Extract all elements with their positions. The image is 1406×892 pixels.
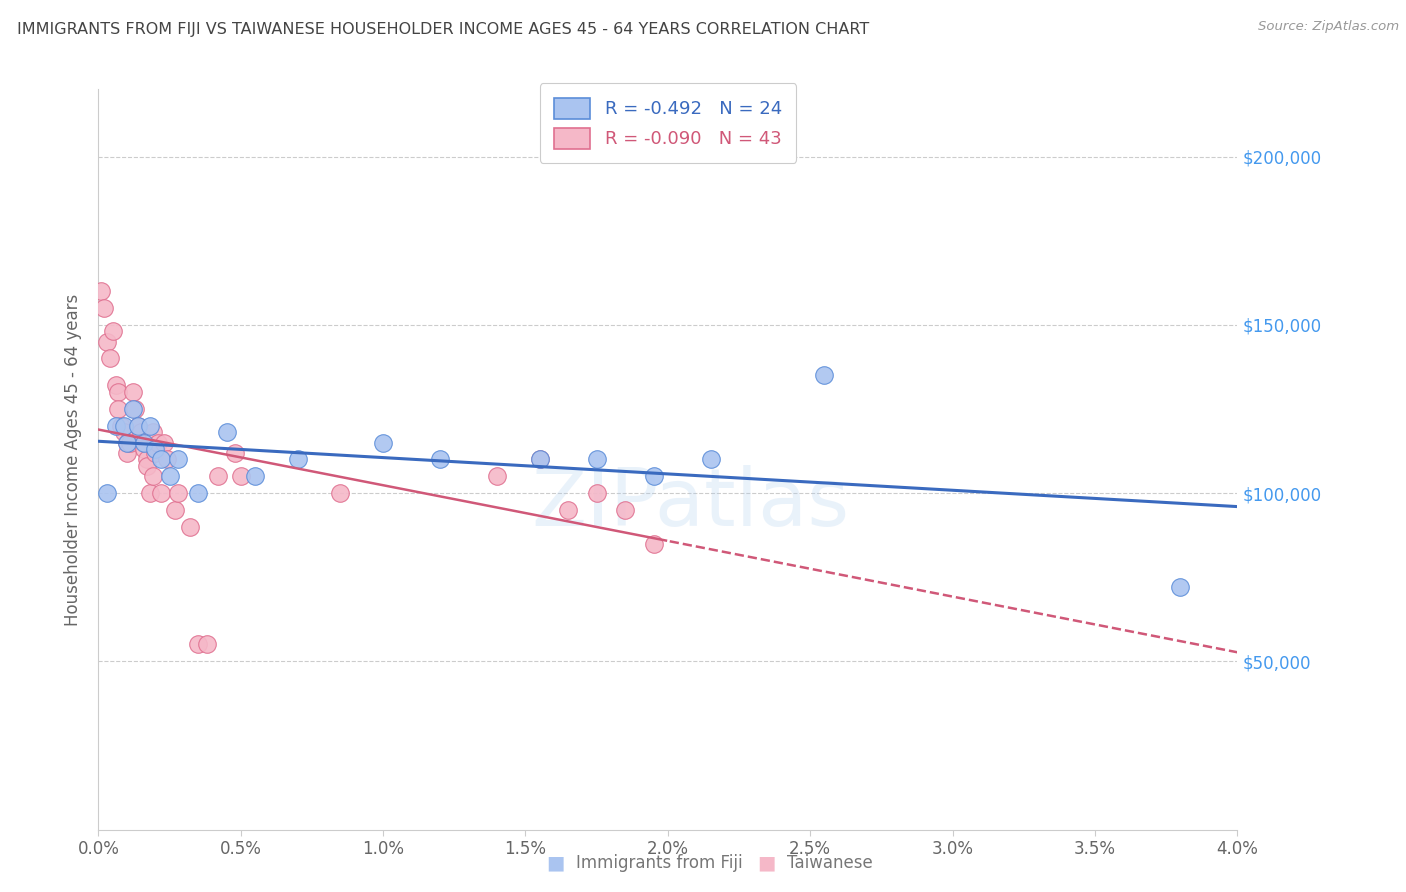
- Point: [215, 425, 238, 440]
- Text: Immigrants from Fiji: Immigrants from Fiji: [576, 855, 744, 872]
- Point: [104, 418, 127, 433]
- Point: [129, 425, 152, 440]
- Point: [150, 486, 173, 500]
- Point: [118, 435, 141, 450]
- Point: [132, 442, 155, 457]
- Point: [287, 452, 309, 467]
- Point: [127, 418, 149, 433]
- Point: [243, 469, 266, 483]
- Point: [141, 469, 163, 483]
- Point: [145, 445, 167, 459]
- Point: [98, 351, 121, 366]
- Point: [179, 519, 201, 533]
- Legend: R = -0.492   N = 24, R = -0.090   N = 43: R = -0.492 N = 24, R = -0.090 N = 43: [540, 84, 796, 163]
- Text: Source: ZipAtlas.com: Source: ZipAtlas.com: [1258, 20, 1399, 33]
- Text: ZIPatlas: ZIPatlas: [531, 465, 849, 543]
- Text: ■: ■: [756, 854, 776, 872]
- Point: [167, 486, 190, 500]
- Point: [329, 486, 352, 500]
- Point: [138, 486, 160, 500]
- Point: [150, 452, 173, 467]
- Point: [148, 435, 170, 450]
- Point: [159, 469, 181, 483]
- Point: [167, 452, 190, 467]
- Point: [145, 442, 167, 457]
- Point: [585, 452, 607, 467]
- Point: [643, 469, 665, 483]
- Point: [557, 503, 579, 517]
- Point: [429, 452, 451, 467]
- Point: [156, 452, 179, 467]
- Point: [187, 486, 209, 500]
- Point: [96, 486, 118, 500]
- Point: [187, 637, 209, 651]
- Point: [115, 445, 138, 459]
- Y-axis label: Householder Income Ages 45 - 64 years: Householder Income Ages 45 - 64 years: [65, 293, 83, 625]
- Point: [207, 469, 229, 483]
- Point: [643, 536, 665, 550]
- Text: Taiwanese: Taiwanese: [787, 855, 873, 872]
- Point: [132, 435, 155, 450]
- Point: [107, 385, 129, 400]
- Point: [529, 452, 551, 467]
- Point: [138, 418, 160, 433]
- Point: [110, 418, 132, 433]
- Point: [121, 385, 143, 400]
- Point: [141, 425, 163, 440]
- Point: [1170, 580, 1192, 594]
- Point: [699, 452, 721, 467]
- Text: ■: ■: [546, 854, 565, 872]
- Point: [165, 503, 187, 517]
- Text: IMMIGRANTS FROM FIJI VS TAIWANESE HOUSEHOLDER INCOME AGES 45 - 64 YEARS CORRELAT: IMMIGRANTS FROM FIJI VS TAIWANESE HOUSEH…: [17, 22, 869, 37]
- Point: [135, 452, 157, 467]
- Point: [195, 637, 218, 651]
- Point: [127, 418, 149, 433]
- Point: [104, 378, 127, 392]
- Point: [371, 435, 394, 450]
- Point: [101, 325, 124, 339]
- Point: [124, 401, 146, 416]
- Point: [107, 401, 129, 416]
- Point: [135, 459, 157, 474]
- Point: [614, 503, 637, 517]
- Point: [224, 445, 246, 459]
- Point: [153, 435, 176, 450]
- Point: [96, 334, 118, 349]
- Point: [112, 425, 135, 440]
- Point: [121, 401, 143, 416]
- Point: [93, 301, 115, 315]
- Point: [813, 368, 835, 383]
- Point: [90, 284, 112, 298]
- Point: [112, 418, 135, 433]
- Point: [529, 452, 551, 467]
- Point: [585, 486, 607, 500]
- Point: [115, 435, 138, 450]
- Point: [486, 469, 509, 483]
- Point: [229, 469, 252, 483]
- Point: [115, 435, 138, 450]
